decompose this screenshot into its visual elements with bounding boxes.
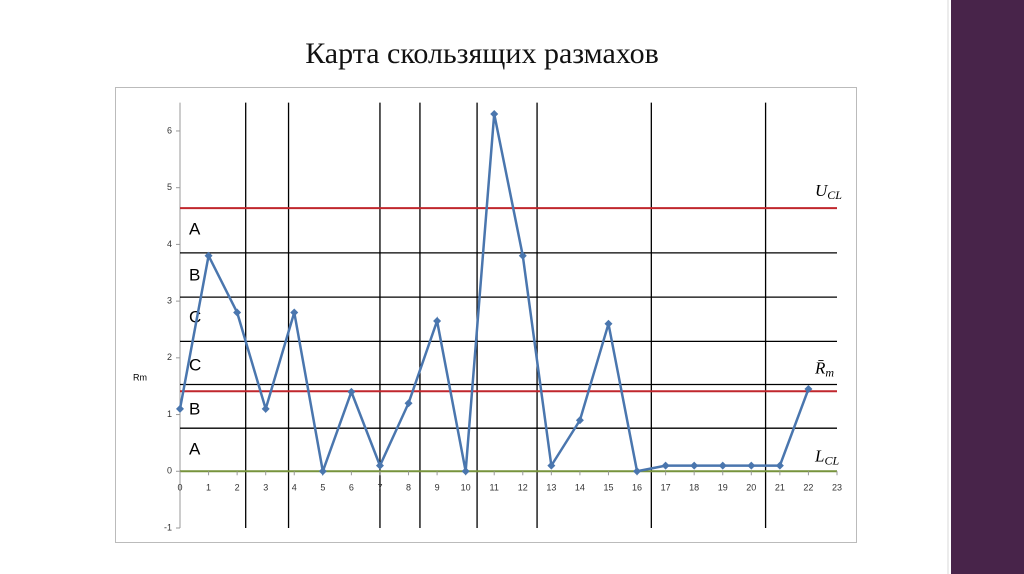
control-line-label: UCL <box>815 181 842 202</box>
control-line-label: R̄m <box>814 358 834 379</box>
data-point <box>176 404 184 413</box>
data-point <box>604 319 613 328</box>
y-tick-label: -1 <box>164 522 172 532</box>
x-tick-label: 10 <box>461 483 471 493</box>
x-tick-label: 4 <box>292 483 297 493</box>
data-point <box>518 251 527 260</box>
label-sub: m <box>825 365 834 379</box>
x-tick-label: 11 <box>490 483 499 493</box>
x-tick-label: 14 <box>575 483 585 493</box>
chart-title: Карта скользящих размахов <box>305 37 659 70</box>
x-tick-label: 16 <box>632 483 642 493</box>
data-point <box>347 387 356 396</box>
x-tick-label: 2 <box>235 483 240 493</box>
zone-label: C <box>189 355 201 374</box>
label-main: L <box>814 446 824 465</box>
control-line-label: LCL <box>814 446 839 467</box>
data-point <box>233 308 242 317</box>
data-point <box>318 467 327 476</box>
side-bar <box>951 0 1024 574</box>
data-point <box>804 385 813 394</box>
data-point <box>661 461 670 470</box>
x-tick-label: 13 <box>546 483 556 493</box>
x-tick-label: 7 <box>377 483 382 493</box>
x-tick-label: 8 <box>406 483 411 493</box>
x-tick-label: 23 <box>832 483 842 493</box>
x-tick-label: 17 <box>661 483 671 493</box>
x-tick-label: 3 <box>263 483 268 493</box>
x-tick-label: 9 <box>435 483 440 493</box>
x-tick-label: 0 <box>177 483 182 493</box>
label-sub: CL <box>824 453 839 467</box>
y-tick-label: 0 <box>167 466 172 476</box>
data-point <box>718 461 727 470</box>
data-point <box>775 461 784 470</box>
data-point <box>204 251 213 260</box>
data-point <box>575 416 584 425</box>
data-point <box>690 461 699 470</box>
x-tick-label: 21 <box>775 483 785 493</box>
y-tick-label: 2 <box>167 352 172 362</box>
data-point <box>633 467 642 476</box>
data-point <box>290 308 299 317</box>
y-tick-label: 1 <box>167 409 172 419</box>
label-main: R̄ <box>814 358 826 377</box>
y-axis-label: Rm <box>133 372 147 382</box>
x-tick-label: 22 <box>803 483 813 493</box>
x-tick-label: 15 <box>603 483 613 493</box>
x-tick-label: 1 <box>206 483 211 493</box>
x-tick-label: 20 <box>746 483 756 493</box>
data-point <box>747 461 756 470</box>
zone-label: A <box>189 439 201 458</box>
x-tick-label: 6 <box>349 483 354 493</box>
data-point <box>490 109 499 118</box>
x-tick-label: 18 <box>689 483 699 493</box>
data-point <box>547 461 556 470</box>
label-sub: CL <box>827 188 842 202</box>
x-tick-label: 5 <box>320 483 325 493</box>
y-tick-label: 3 <box>167 295 172 305</box>
y-tick-label: 4 <box>167 239 172 249</box>
data-point <box>433 316 442 325</box>
label-main: U <box>815 181 829 200</box>
data-point <box>375 461 384 470</box>
y-tick-label: 6 <box>167 125 172 135</box>
zone-label: B <box>189 399 200 418</box>
chart-frame <box>115 87 857 543</box>
y-tick-label: 5 <box>167 182 172 192</box>
data-point <box>404 399 413 408</box>
data-point <box>261 404 270 413</box>
zone-label: A <box>189 219 201 238</box>
zone-label: B <box>189 265 200 284</box>
data-point <box>461 467 470 476</box>
x-tick-label: 19 <box>718 483 728 493</box>
x-tick-label: 12 <box>518 483 528 493</box>
